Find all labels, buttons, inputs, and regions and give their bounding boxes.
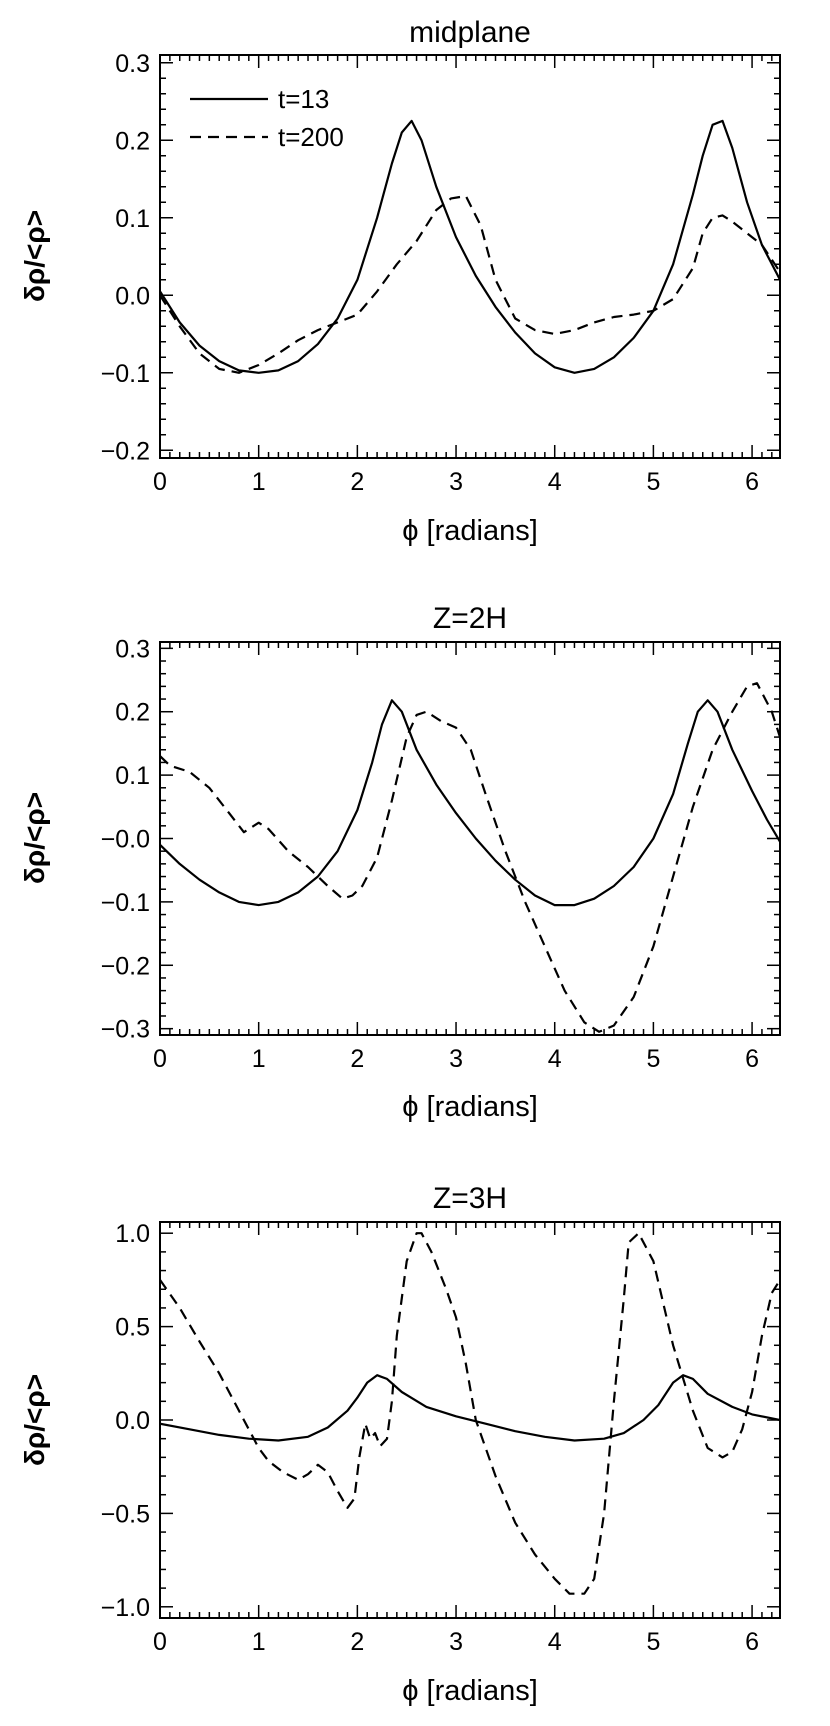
y-tick-label: −0.2 [101,437,150,465]
y-tick-label: 0.1 [115,762,150,790]
series-line-t200 [160,195,780,374]
x-tick-label: 1 [252,1045,266,1073]
y-tick-label: 1.0 [115,1220,150,1248]
y-tick-label: 0.2 [115,127,150,155]
x-tick-label: 1 [252,468,266,496]
x-tick-label: 4 [548,1628,562,1656]
x-axis-label: ϕ [radians] [402,515,538,547]
panel-z2h: Z=2H 0 1 2 3 4 5 6 −0.3 −0.2 −0.1 −0.0 0.1 0.2 0.3 ϕ … [19,602,781,1123]
x-tick-label: 3 [449,1628,463,1656]
y-tick-label: −0.0 [101,826,150,854]
legend-label-t200: t=200 [278,122,344,152]
panel-title: Z=2H [433,602,507,635]
y-tick-label: 0.0 [115,1407,150,1435]
x-tick-label: 0 [153,1628,167,1656]
x-tick-label: 3 [449,1045,463,1073]
series-line-t13 [160,699,780,907]
series-line-t200 [160,682,780,1033]
x-tick-label: 5 [646,1628,660,1656]
y-tick-label: −0.1 [101,889,150,917]
legend-label-t13: t=13 [278,84,329,114]
y-tick-label: 0.0 [115,282,150,310]
x-tick-label: 1 [252,1628,266,1656]
plot-frame [159,641,781,1036]
x-tick-label: 5 [646,468,660,496]
y-tick-label: 0.2 [115,699,150,727]
x-tick-label: 5 [646,1045,660,1073]
plot-frame [159,54,781,459]
panel-z3h: Z=3H 0 1 2 3 4 5 6 −1.0 −0.5 0.0 0.5 1.0 ϕ [radians… [19,1182,781,1707]
x-tick-label: 6 [745,1628,759,1656]
y-tick-label: 0.3 [115,635,150,663]
x-axis-label: ϕ [radians] [402,1091,538,1123]
y-axis-label: δρ/<ρ> [19,210,50,302]
panel-title: midplane [409,16,531,49]
x-tick-label: 3 [449,468,463,496]
x-tick-label: 4 [548,468,562,496]
y-tick-label: 0.1 [115,205,150,233]
y-tick-label: 0.3 [115,50,150,78]
x-tick-label: 0 [153,1045,167,1073]
series-line-t13 [160,119,780,374]
y-tick-label: −1.0 [101,1594,150,1622]
x-tick-label: 0 [153,468,167,496]
y-axis-label: δρ/<ρ> [19,1374,50,1466]
x-tick-label: 6 [745,468,759,496]
x-axis-label: ϕ [radians] [402,1675,538,1707]
x-tick-label: 2 [350,468,364,496]
x-tick-label: 2 [350,1045,364,1073]
series-line-t13 [160,1374,780,1442]
x-tick-label: 4 [548,1045,562,1073]
panel-title: Z=3H [433,1182,507,1215]
legend: t=13 t=200 [190,84,344,152]
y-tick-label: −0.5 [101,1500,150,1528]
y-tick-label: −0.3 [101,1016,150,1044]
panel-midplane: midplane 0 1 2 3 4 5 6 −0.2 −0.1 0.0 0.1 0.2 0.3 t=1… [19,16,781,547]
y-tick-label: −0.2 [101,952,150,980]
y-axis-label: δρ/<ρ> [19,792,50,884]
series-line-t200 [160,1232,780,1595]
x-tick-label: 2 [350,1628,364,1656]
y-tick-label: 0.5 [115,1314,150,1342]
y-tick-label: −0.1 [101,360,150,388]
x-tick-label: 6 [745,1045,759,1073]
